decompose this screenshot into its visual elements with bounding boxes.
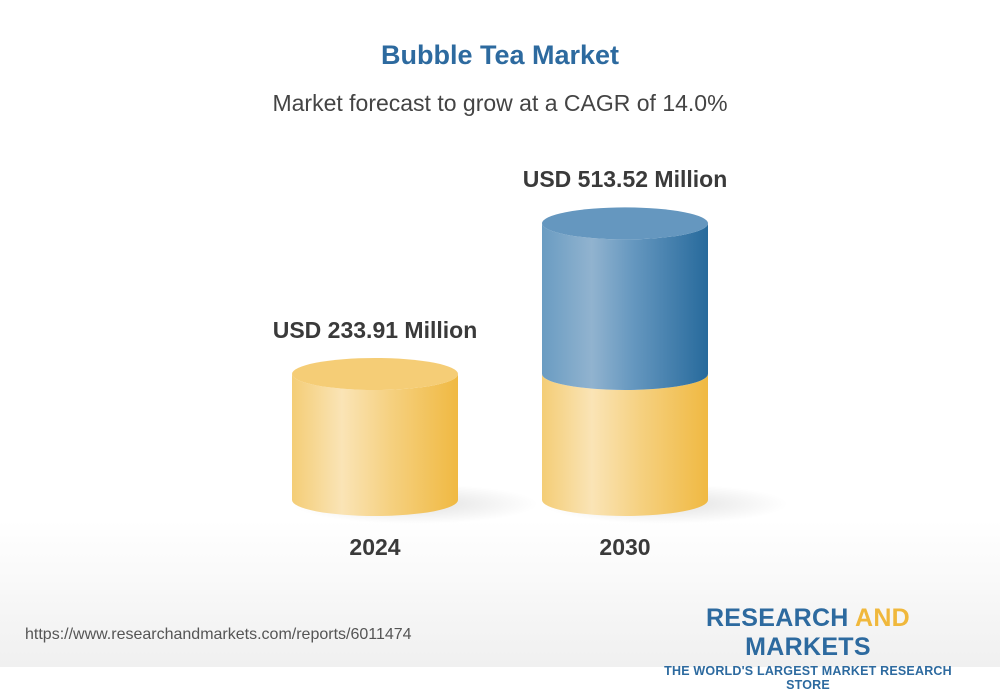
cylinder-top-2030 — [542, 207, 708, 240]
cylinder-base-2030 — [542, 374, 708, 516]
cylinder-chart: USD 233.91 Million USD 513.52 Million 20… — [273, 166, 788, 560]
cylinder-base-2024 — [292, 374, 458, 516]
logo-word-and: AND — [854, 604, 911, 632]
data-label-2030: USD 513.52 Million — [523, 166, 728, 192]
cylinder-top-2024 — [292, 358, 458, 390]
logo-word-markets: MARKETS — [745, 633, 871, 661]
research-and-markets-logo: RESEARCH AND MARKETS THE WORLD'S LARGEST… — [641, 604, 975, 692]
source-url[interactable]: https://www.researchandmarkets.com/repor… — [25, 626, 412, 643]
chart-subtitle: Market forecast to grow at a CAGR of 14.… — [272, 90, 728, 116]
chart-title: Bubble Tea Market — [380, 40, 620, 70]
logo-tagline: THE WORLD'S LARGEST MARKET RESEARCH STOR… — [664, 664, 952, 692]
cylinder-growth-2030 — [542, 223, 708, 390]
data-label-2024: USD 233.91 Million — [273, 317, 478, 343]
logo-word-research: RESEARCH — [705, 604, 855, 632]
category-label-2030: 2030 — [599, 534, 650, 560]
category-label-2024: 2024 — [349, 534, 400, 560]
